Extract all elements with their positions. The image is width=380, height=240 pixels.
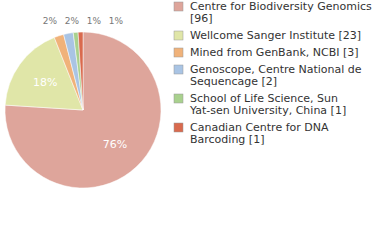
data-label: 2% (43, 16, 58, 26)
data-label: 18% (33, 76, 57, 89)
legend-label: Centre for Biodiversity Genomics[96] (190, 0, 372, 25)
legend-label: Canadian Centre for DNABarcoding [1] (190, 121, 329, 146)
pie-slice (73, 32, 83, 110)
data-label: 2% (65, 16, 80, 26)
legend-swatch (174, 31, 183, 40)
legend-label: Wellcome Sanger Institute [23] (190, 29, 361, 42)
pie-slice (78, 32, 83, 110)
data-label: 76% (103, 138, 127, 151)
legend-label: School of Life Science, SunYat-sen Unive… (189, 92, 346, 117)
pie-slice (5, 32, 161, 188)
pie (5, 32, 161, 188)
chart: 76% 18% 2% 2% 1% 1% Centre for Biodiversity Ge… (0, 0, 380, 240)
legend-swatch (174, 123, 183, 132)
legend-swatch (174, 2, 183, 11)
pie-slice (64, 33, 83, 110)
legend-label: Genoscope, Centre National deSequencage … (190, 63, 362, 88)
legend: Centre for Biodiversity Genomics[96] Well… (174, 0, 372, 146)
legend-swatch (174, 48, 183, 57)
legend-swatch (174, 65, 183, 74)
legend-swatch (174, 94, 183, 103)
legend-label: Mined from GenBank, NCBI [3] (190, 46, 359, 59)
data-label: 1% (87, 16, 102, 26)
data-label: 1% (109, 16, 124, 26)
